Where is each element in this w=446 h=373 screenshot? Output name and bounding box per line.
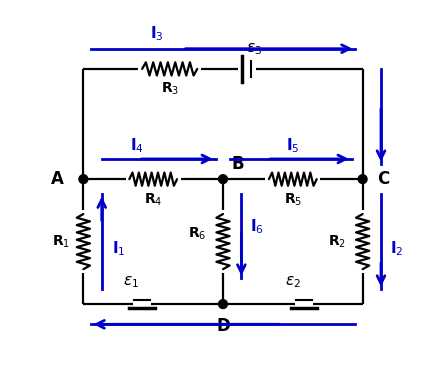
Circle shape [219, 175, 227, 184]
Text: R$_5$: R$_5$ [284, 191, 302, 207]
Text: B: B [231, 156, 244, 173]
Text: R$_2$: R$_2$ [328, 233, 346, 250]
Text: I$_4$: I$_4$ [130, 137, 144, 156]
Text: $\varepsilon_1$: $\varepsilon_1$ [123, 274, 139, 290]
Text: A: A [51, 170, 64, 188]
Text: R$_3$: R$_3$ [161, 81, 179, 97]
Circle shape [358, 175, 367, 184]
Text: I$_1$: I$_1$ [112, 239, 125, 258]
Text: I$_2$: I$_2$ [390, 239, 403, 258]
Text: R$_1$: R$_1$ [52, 233, 70, 250]
Text: R$_6$: R$_6$ [188, 226, 206, 242]
Text: I$_3$: I$_3$ [150, 25, 164, 43]
Text: R$_4$: R$_4$ [144, 191, 162, 207]
Circle shape [79, 175, 88, 184]
Text: $\varepsilon_3$: $\varepsilon_3$ [246, 41, 262, 57]
Text: I$_6$: I$_6$ [250, 217, 264, 236]
Text: C: C [377, 170, 389, 188]
Text: D: D [216, 317, 230, 335]
Circle shape [219, 300, 227, 308]
Text: $\varepsilon_2$: $\varepsilon_2$ [285, 274, 301, 290]
Text: I$_5$: I$_5$ [286, 137, 300, 156]
